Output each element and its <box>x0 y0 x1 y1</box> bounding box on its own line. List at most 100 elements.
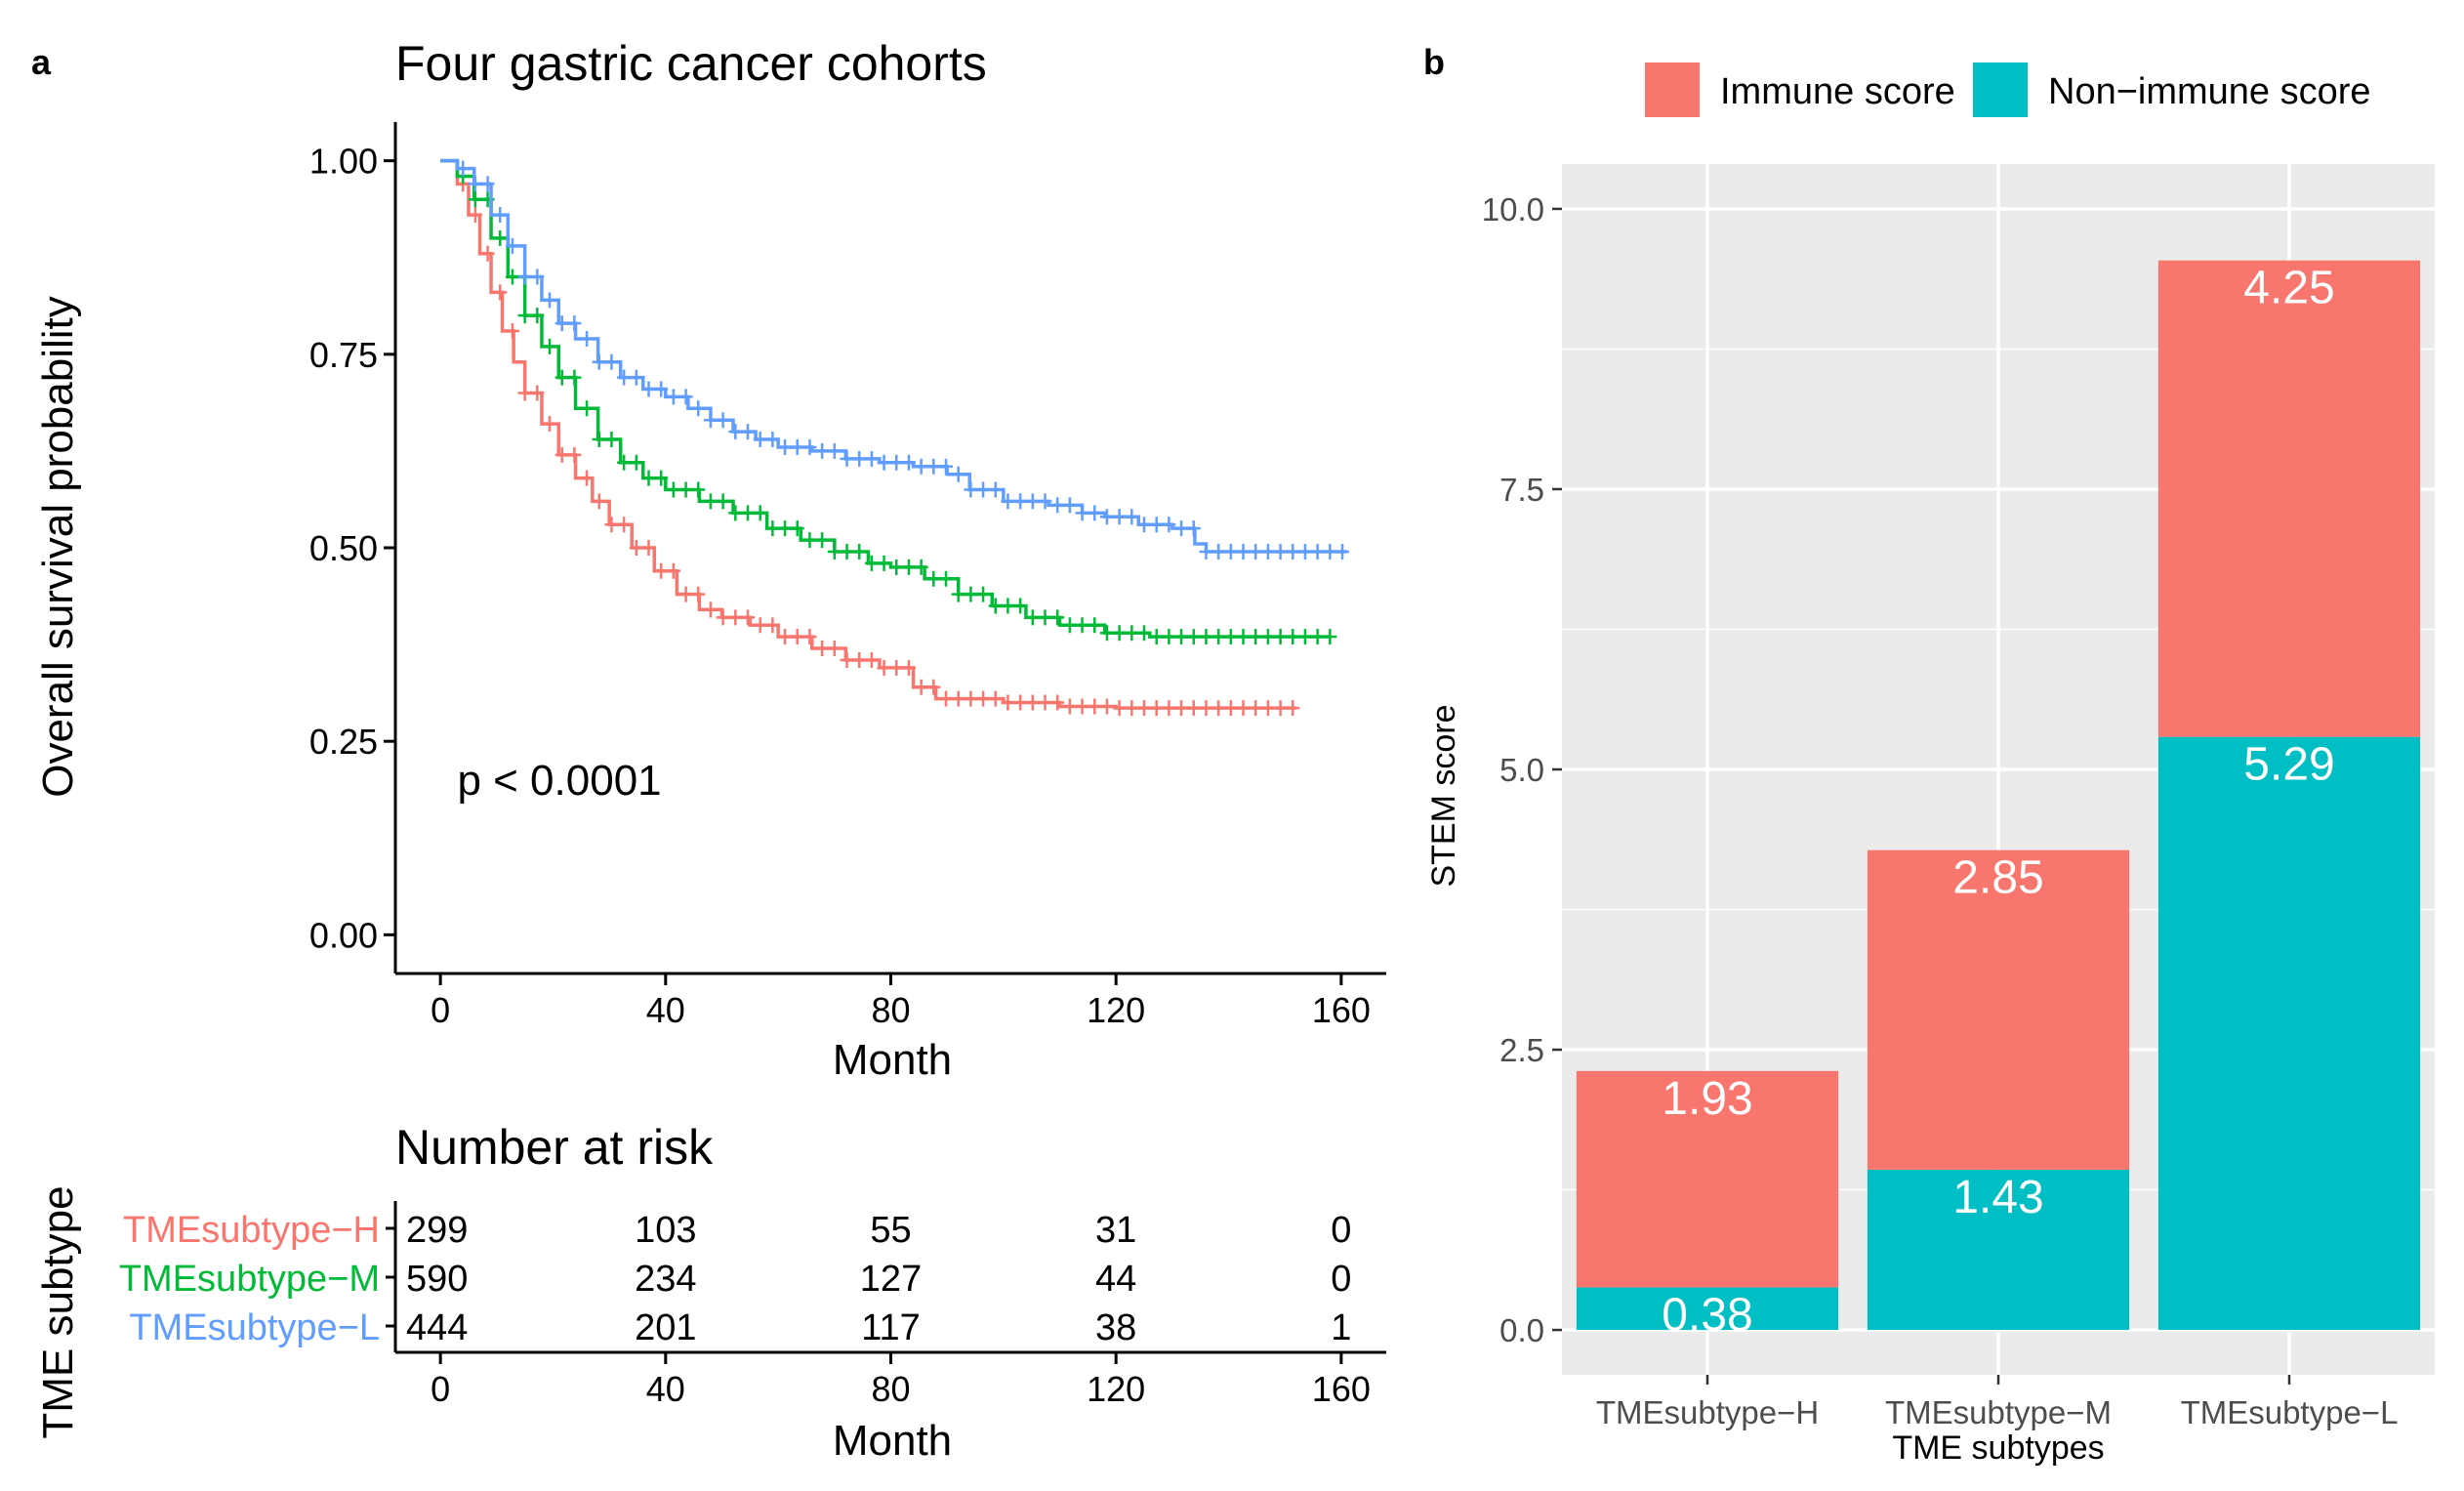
km-censor-mark <box>790 629 804 645</box>
km-censor-mark <box>852 651 867 668</box>
km-censor-mark <box>1075 617 1089 634</box>
risk-cell: 0 <box>1331 1210 1351 1251</box>
km-censor-mark <box>1162 700 1176 717</box>
bar-segment-Non-immune score <box>1867 1169 2130 1331</box>
km-x-tick-label: 0 <box>431 990 450 1030</box>
km-censor-mark <box>1335 543 1350 559</box>
km-censor-mark <box>1211 629 1226 645</box>
km-censor-mark <box>1273 543 1288 559</box>
risk-cell: 31 <box>1095 1210 1136 1251</box>
stem-bar-chart: Immune score Non−immune score 0.38 1.93 1.… <box>1425 62 2435 1467</box>
km-censor-mark <box>505 269 519 285</box>
km-censor-mark <box>951 586 965 602</box>
km-censor-mark <box>1001 694 1015 711</box>
bar-y-tick-label: 5.0 <box>1499 752 1544 788</box>
km-censor-mark <box>914 458 928 475</box>
km-censor-mark <box>543 416 557 433</box>
bar-y-tick-label: 7.5 <box>1499 472 1544 508</box>
risk-cell: 38 <box>1095 1307 1136 1348</box>
km-y-tick-label: 1.00 <box>309 142 378 182</box>
km-censor-mark <box>790 438 804 455</box>
km-censor-mark <box>1236 543 1251 559</box>
km-censor-mark <box>543 338 557 354</box>
km-y-tick-label: 0.00 <box>309 915 378 955</box>
km-censor-mark <box>926 458 941 475</box>
bar-segment-Immune score <box>1867 849 2130 1170</box>
km-censor-mark <box>617 369 632 386</box>
km-censor-mark <box>877 454 891 471</box>
km-censor-mark <box>666 389 680 405</box>
km-censor-mark <box>1286 700 1300 717</box>
km-censor-mark <box>1186 629 1201 645</box>
km-censor-mark <box>716 609 730 626</box>
km-y-tick-label: 0.75 <box>309 335 378 375</box>
km-curve-TMEsubtype-L <box>440 158 1347 554</box>
km-censor-mark <box>641 470 656 486</box>
km-censor-mark <box>914 679 928 695</box>
km-censor-mark <box>1162 517 1176 533</box>
risk-row-label: TMEsubtype−M <box>119 1259 380 1300</box>
risk-cell: 590 <box>406 1259 468 1300</box>
km-censor-mark <box>1260 700 1275 717</box>
km-censor-mark <box>728 609 743 626</box>
km-censor-mark <box>827 442 842 459</box>
km-censor-mark <box>1050 497 1065 514</box>
bar-segment-Immune score <box>2157 260 2421 737</box>
km-censor-mark <box>629 454 643 471</box>
risk-table-title: Number at risk <box>395 1120 714 1175</box>
km-censor-mark <box>592 493 606 510</box>
km-censor-mark <box>604 517 619 533</box>
bar-y-tick-label: 2.5 <box>1499 1032 1544 1068</box>
km-censor-mark <box>964 481 978 498</box>
bar-segment-Immune score <box>1576 1070 1839 1288</box>
km-censor-mark <box>1075 698 1089 715</box>
km-censor-mark <box>666 481 680 498</box>
km-censor-mark <box>741 424 756 440</box>
km-censor-marks-TMEsubtype-H <box>456 176 1300 717</box>
km-censor-mark <box>703 601 718 618</box>
km-censor-mark <box>666 562 680 579</box>
km-censor-mark <box>1323 629 1337 645</box>
panel-label-a: a <box>31 42 52 82</box>
legend-swatch-nonimmune <box>1973 62 2028 117</box>
km-censor-mark <box>1038 694 1052 711</box>
km-censor-mark <box>1075 505 1089 521</box>
legend: Immune score Non−immune score <box>1645 62 2371 117</box>
km-censor-mark <box>1062 497 1077 514</box>
km-censor-mark <box>827 543 842 559</box>
bar-y-axis-label: STEM score <box>1425 704 1462 887</box>
km-censor-mark <box>654 562 669 579</box>
km-censor-mark <box>852 450 867 467</box>
km-censor-mark <box>517 269 532 285</box>
km-censor-mark <box>976 481 991 498</box>
km-censor-mark <box>778 520 793 537</box>
km-censor-marks-TMEsubtype-M <box>456 168 1337 645</box>
km-censor-mark <box>1099 625 1114 642</box>
km-censor-mark <box>778 629 793 645</box>
km-censor-mark <box>939 690 954 707</box>
km-censor-mark <box>939 570 954 587</box>
km-censor-mark <box>691 400 706 417</box>
km-censor-mark <box>517 308 532 324</box>
km-censor-mark <box>1149 629 1164 645</box>
km-censor-mark <box>951 466 965 482</box>
km-censor-mark <box>580 330 595 347</box>
km-censor-mark <box>604 353 619 370</box>
km-censor-mark <box>1038 609 1052 626</box>
risk-cell: 127 <box>860 1259 922 1300</box>
km-censor-mark <box>964 690 978 707</box>
km-censor-mark <box>914 559 928 575</box>
bar-marks: 0.38 1.93 1.43 2.85 5.29 4.25 <box>1576 260 2421 1341</box>
risk-x-tick-label: 160 <box>1312 1369 1371 1409</box>
km-censor-mark <box>1273 629 1288 645</box>
risk-cell: 299 <box>406 1210 468 1251</box>
km-censor-mark <box>753 617 767 634</box>
km-axes: 0.00 0.25 0.50 0.75 1.00 0 40 80 120 160 <box>309 122 1386 1030</box>
km-censor-mark <box>530 269 545 285</box>
risk-cell: 201 <box>635 1307 696 1348</box>
km-censor-mark <box>530 308 545 324</box>
bar-value-label: 5.29 <box>2243 739 2334 791</box>
km-censor-mark <box>901 454 916 471</box>
km-censor-mark <box>1186 700 1201 717</box>
km-censor-mark <box>988 481 1003 498</box>
